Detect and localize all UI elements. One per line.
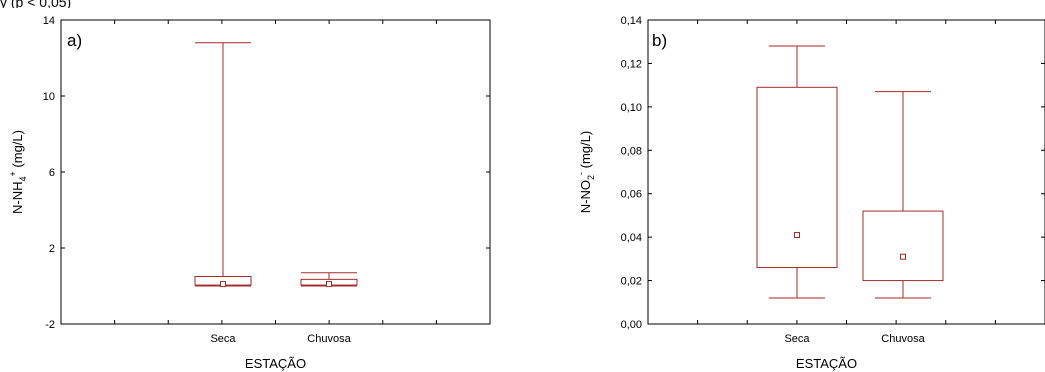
y-axis-title-superscript: + [8,171,18,176]
median-marker [900,253,906,260]
median-marker [326,281,332,288]
y-axis-title-subscript: 4 [18,176,28,181]
box-chuvosa [862,91,944,299]
box-seca [756,45,838,299]
y-tick-label: 10 [43,91,55,103]
y-tick-label: 6 [49,167,55,179]
x-axis-title: ESTAÇÃO [796,356,857,371]
median-marker [794,231,800,238]
y-tick-label: 0,08 [621,145,642,157]
y-axis-title-unit: (mg/L) [578,131,593,172]
median-marker [220,281,226,288]
caption-fragment: y (p < 0,05) [0,0,300,8]
y-tick-label: -2 [45,319,55,331]
iqr-box [862,210,944,282]
x-category-label: Seca [210,333,236,345]
y-axis-title-unit: (mg/L) [10,130,25,171]
y-tick-label: 0,12 [621,58,642,70]
plot-frame [647,19,1045,325]
y-tick-label: 0,06 [621,189,642,201]
boxplot-panel-b: 0,00 0,02 0,04 0,06 0,08 0,10 0,12 0,14 Seca Chuv… [576,15,1045,371]
x-category-label: Chuvosa [307,333,351,345]
y-axis-title-base: N-NH [10,181,25,214]
x-category-label: Seca [784,333,810,345]
box-seca [194,42,252,288]
y-axis-title-superscript: - [576,172,586,175]
y-tick-label: 0,14 [621,15,642,27]
y-tick-label: 0,10 [621,102,642,114]
y-tick-label: 14 [43,15,55,27]
y-tick-label: 0,04 [621,232,642,244]
iqr-box [756,86,838,269]
y-tick-label: 0,02 [621,276,642,288]
panel-label: b) [652,31,667,50]
x-category-label: Chuvosa [881,333,925,345]
y-tick-label: 0,00 [621,319,642,331]
y-axis-title-base: N-NO [578,180,593,213]
y-axis-title-subscript: 2 [586,175,596,180]
box-chuvosa [300,272,358,288]
y-axis-title: N-NO2- (mg/L) [576,131,596,213]
y-axis-title: N-NH4+ (mg/L) [8,130,28,214]
x-axis-title: ESTAÇÃO [245,356,306,371]
caption-fragment-text: y (p < 0,05) [0,0,72,8]
y-tick-label: 2 [49,243,55,255]
plot-frame [60,19,491,325]
panel-label: a) [67,31,82,50]
